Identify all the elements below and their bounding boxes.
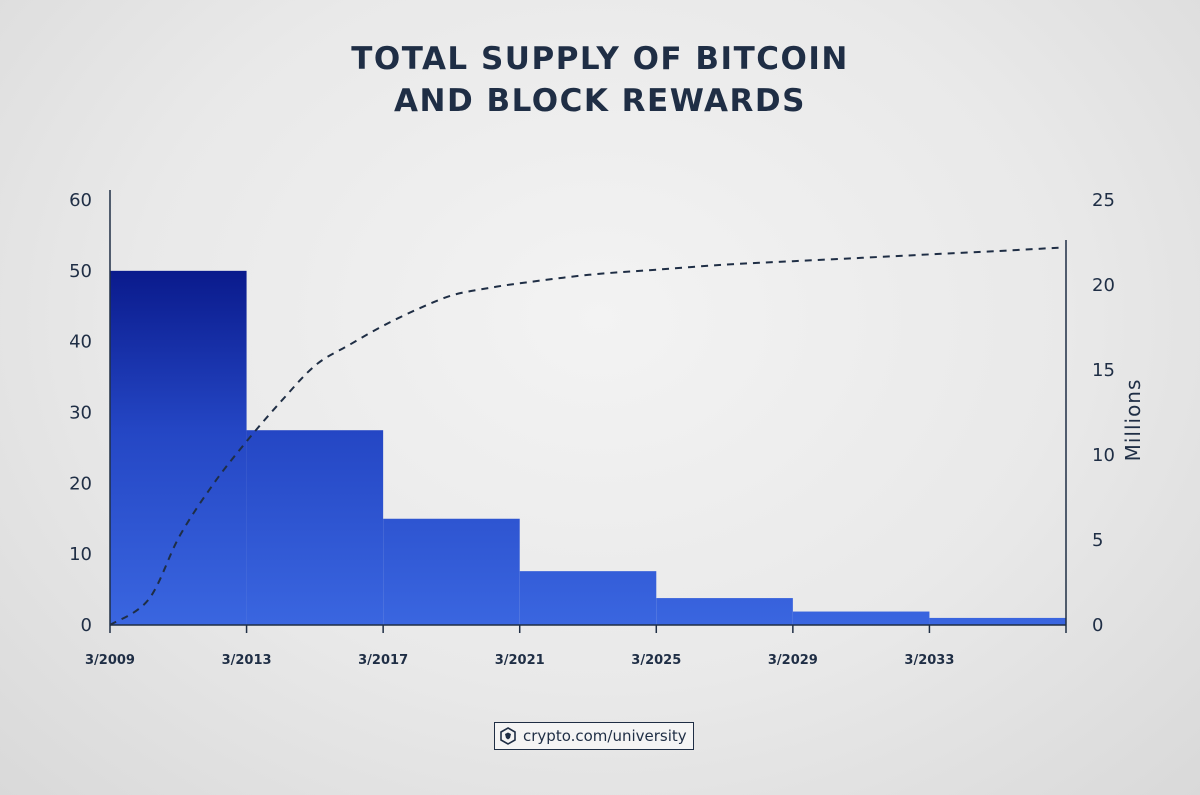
x-tick-label: 3/2013 [222,653,272,668]
right-tick-label: 5 [1092,530,1103,551]
x-axis-ticks: 3/2009 3/2013 3/2017 3/2021 3/2025 3/2029 3/20… [85,625,1067,668]
right-tick-label: 15 [1092,360,1115,381]
right-tick-label: 25 [1092,190,1115,211]
x-tick-label: 3/2021 [495,653,545,668]
block-reward-bars [110,270,1066,625]
reward-bar-4 [519,571,657,625]
left-tick-label: 50 [69,261,92,282]
right-axis-ticks: 0 5 10 15 20 25 [1092,190,1115,636]
source-badge: crypto.com/university [494,722,694,750]
left-tick-label: 10 [69,544,92,565]
total-supply-line [109,246,1061,626]
left-axis-ticks: 0 10 20 30 40 50 60 [69,190,92,636]
chart-axes [109,190,1067,626]
left-tick-label: 40 [69,332,92,353]
reward-bar-7 [929,617,1066,625]
right-tick-label: 20 [1092,275,1115,296]
x-tick-label: 3/2029 [768,653,818,668]
reward-bar-6 [792,611,930,625]
reward-bar-1 [110,270,247,625]
left-tick-label: 30 [69,403,92,424]
chart-title: TOTAL SUPPLY OF BITCOIN AND BLOCK REWARD… [0,38,1200,122]
chart-title-line-2: AND BLOCK REWARDS [394,83,806,119]
reward-bar-5 [656,598,793,625]
right-tick-label: 0 [1092,615,1103,636]
x-tick-label: 3/2017 [358,653,408,668]
reward-bar-2 [246,430,384,625]
x-tick-label: 3/2025 [631,653,681,668]
left-tick-label: 60 [69,190,92,211]
x-tick-label: 3/2033 [904,653,954,668]
source-url: crypto.com/university [523,727,687,745]
right-tick-label: 10 [1092,445,1115,466]
reward-bar-3 [383,518,520,625]
left-tick-label: 20 [69,473,92,494]
left-tick-label: 0 [81,615,92,636]
crypto-com-lion-shield-icon [499,726,517,746]
chart-title-line-1: TOTAL SUPPLY OF BITCOIN [351,41,849,77]
right-axis-label: Millions [1121,379,1145,462]
x-tick-label: 3/2009 [85,653,135,668]
